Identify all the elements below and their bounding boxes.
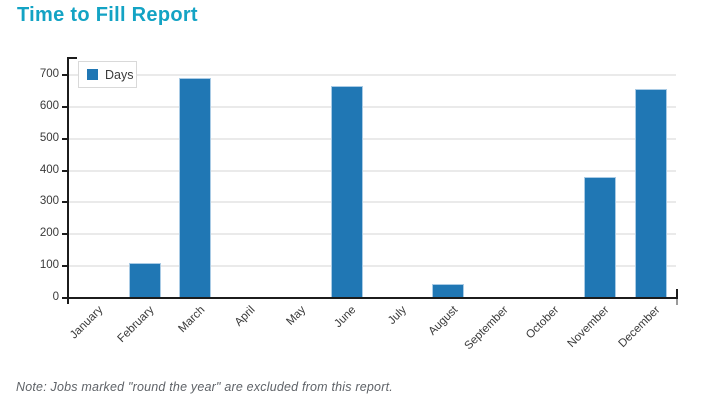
y-tick-100	[62, 265, 69, 268]
y-tick-500	[62, 137, 69, 140]
legend-days-label: Days	[105, 67, 134, 82]
x-label-april: April	[232, 304, 258, 329]
gridline-400	[69, 169, 676, 172]
gridline-100	[69, 265, 676, 268]
y-tick-label-600: 600	[39, 99, 59, 112]
bar-june[interactable]	[331, 86, 364, 298]
y-tick-label-300: 300	[39, 195, 59, 208]
y-tick-400	[62, 169, 69, 172]
y-tick-label-200: 200	[39, 227, 59, 240]
bar-march[interactable]	[179, 78, 212, 298]
y-tick-600	[62, 105, 69, 108]
y-tick-label-400: 400	[39, 163, 59, 176]
x-axis-line	[67, 297, 678, 299]
x-label-december: December	[616, 304, 663, 351]
bar-december[interactable]	[634, 89, 667, 298]
gridline-700	[69, 74, 676, 76]
y-tick-0	[62, 297, 69, 299]
x-label-may: May	[284, 304, 309, 328]
y-axis-top-cap	[67, 57, 77, 59]
x-label-november: November	[565, 304, 612, 351]
x-label-september: September	[462, 304, 511, 353]
gridline-600	[69, 105, 676, 108]
gridline-200	[69, 233, 676, 236]
x-label-august: August	[426, 304, 460, 338]
y-tick-200	[62, 233, 69, 236]
bar-august[interactable]	[432, 283, 465, 298]
page-title: Time to Fill Report	[17, 4, 198, 26]
x-label-january: January	[68, 304, 106, 342]
x-label-october: October	[523, 304, 562, 342]
y-tick-700	[62, 74, 69, 76]
chart-legend: Days	[78, 61, 137, 88]
x-axis-end-nub	[676, 299, 678, 305]
y-axis-line	[67, 57, 69, 304]
y-tick-label-100: 100	[39, 259, 59, 272]
y-tick-label-0: 0	[52, 291, 59, 303]
x-label-july: July	[386, 304, 410, 327]
y-tick-300	[62, 201, 69, 204]
x-label-march: March	[175, 304, 207, 336]
y-tick-label-500: 500	[39, 131, 59, 144]
legend-days-swatch	[87, 69, 98, 80]
bar-november[interactable]	[584, 176, 617, 298]
x-label-june: June	[332, 304, 359, 331]
report-note: Note: Jobs marked "round the year" are e…	[16, 380, 393, 394]
x-axis-right-cap	[676, 289, 678, 297]
gridline-500	[69, 137, 676, 140]
bar-february[interactable]	[128, 262, 161, 298]
y-tick-label-700: 700	[39, 68, 59, 80]
gridline-300	[69, 201, 676, 204]
x-label-february: February	[115, 304, 157, 346]
